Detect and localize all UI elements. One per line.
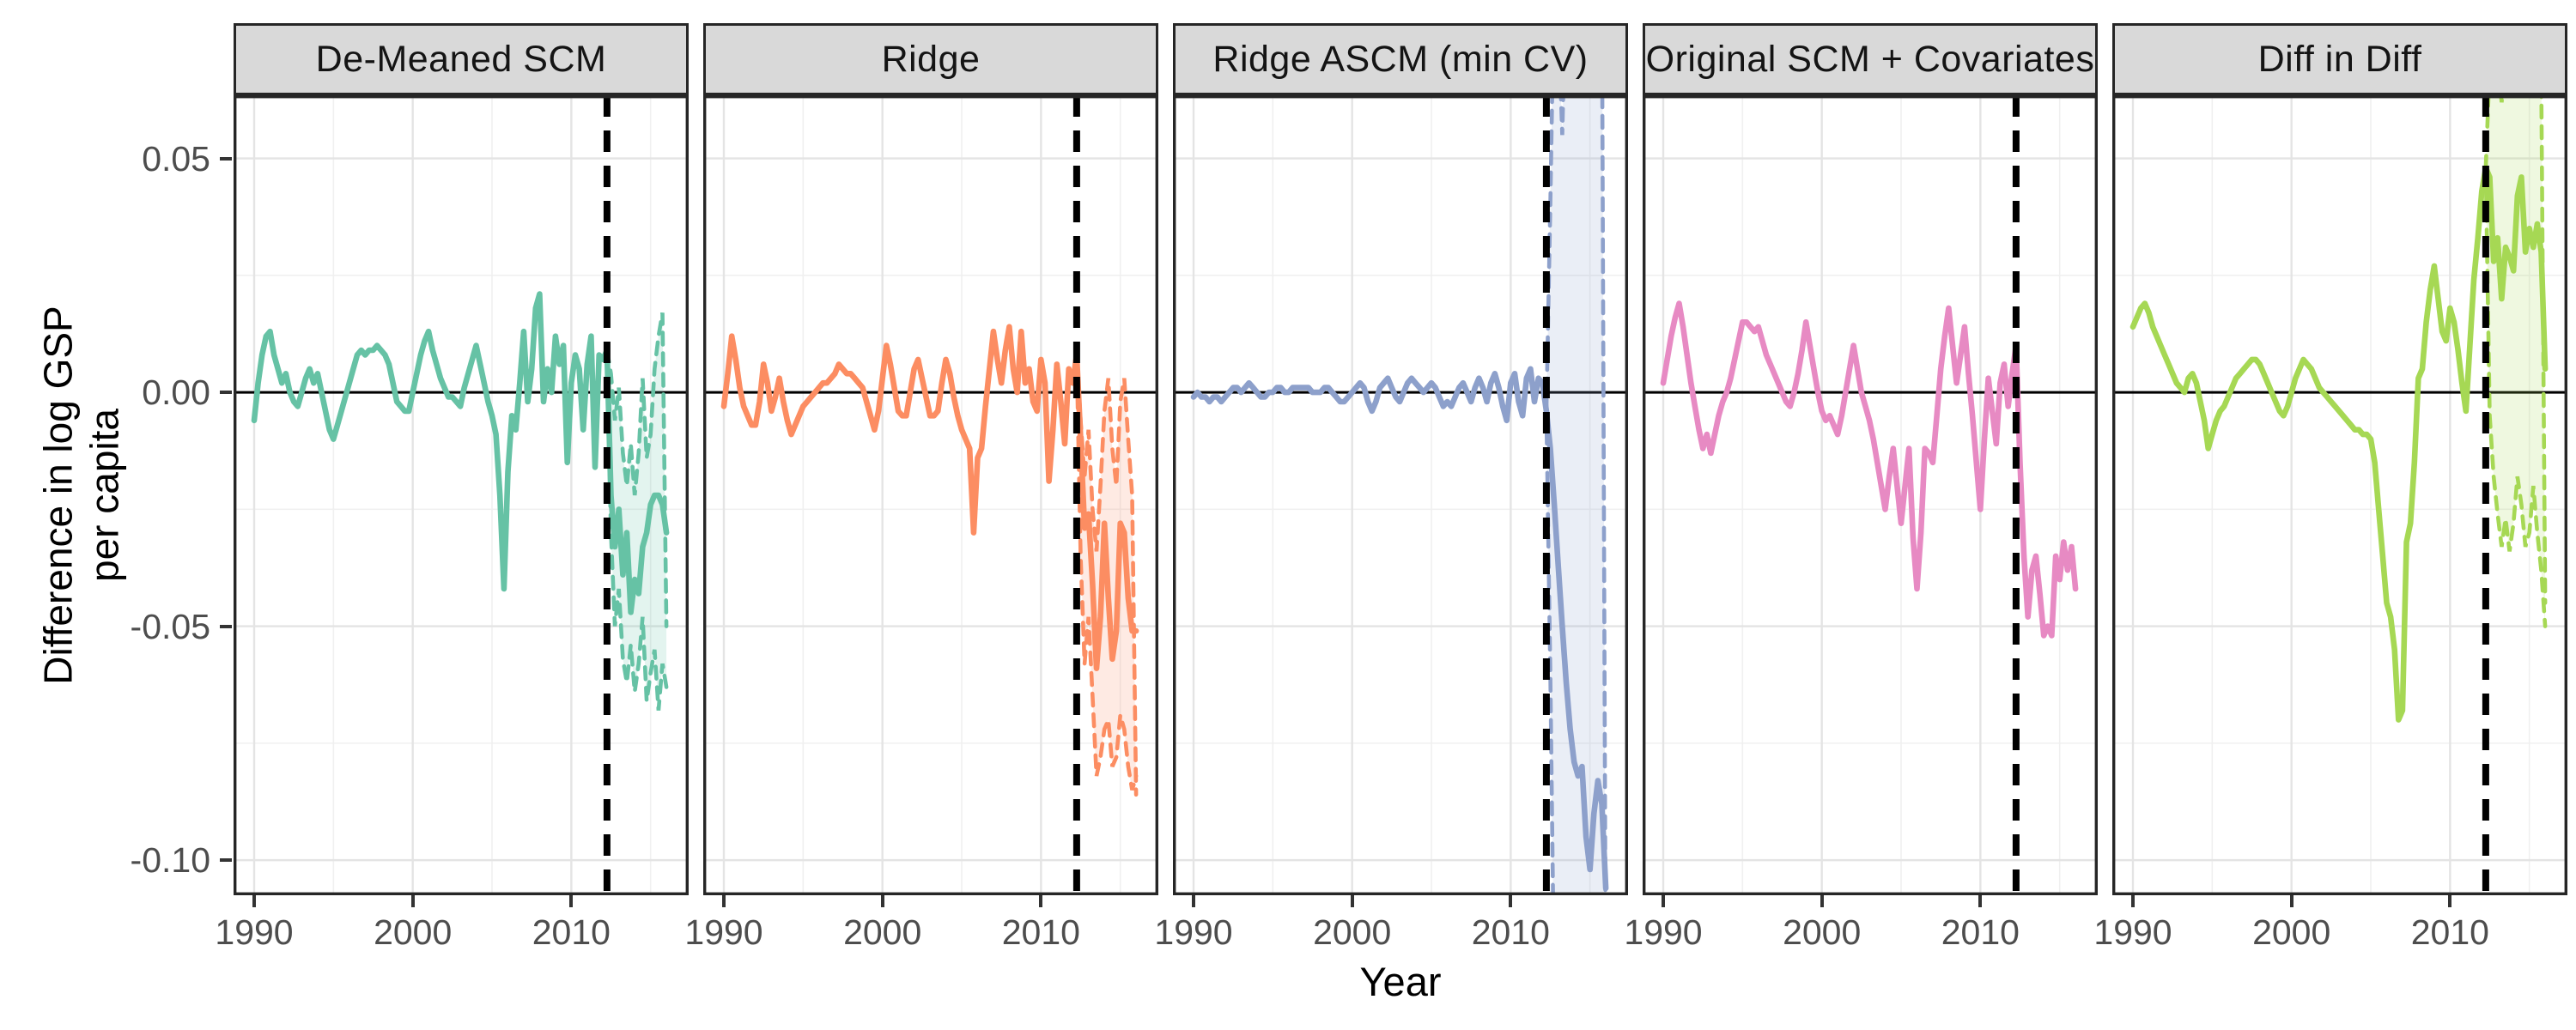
x-tick-mark [1820, 895, 1824, 907]
x-tick-label: 2000 [374, 912, 453, 952]
ci-upper-line [1074, 353, 1139, 797]
panel-border [1643, 95, 2098, 895]
estimate-line [720, 324, 1139, 672]
x-tick-label: 2000 [843, 912, 922, 952]
panel-border [703, 95, 1158, 895]
facet-strip-original-scm: Original SCM + Covariates [1643, 23, 2098, 95]
panel-plot-ridge [703, 95, 1158, 895]
y-tick-mark [220, 858, 232, 863]
x-tick-label: 2000 [1783, 912, 1862, 952]
facet-strip-label: Ridge [881, 38, 981, 80]
panel-plot-ridge-ascm [1173, 95, 1628, 895]
x-tick-label: 2010 [1941, 912, 2020, 952]
facet-strip-label: Original SCM + Covariates [1645, 38, 2095, 80]
x-tick-mark [1978, 895, 1983, 907]
ci-lower-line [2483, 166, 2548, 628]
x-tick-mark [1192, 895, 1195, 907]
panel-border [234, 95, 689, 895]
x-tick-mark [1509, 895, 1513, 907]
x-tick-mark [1039, 895, 1043, 907]
x-tick-mark [2131, 895, 2135, 907]
estimate-line [2129, 165, 2549, 723]
facet-strip-label: Ridge ASCM (min CV) [1212, 38, 1589, 80]
estimate-line [1190, 366, 1609, 892]
facet-strip-label: De-Meaned SCM [315, 38, 607, 80]
y-tick-label: 0.00 [142, 373, 210, 413]
x-tick-mark [2289, 895, 2293, 907]
y-tick-label: 0.05 [142, 138, 210, 179]
y-axis-title-text: Difference in log GSP per capita [35, 306, 127, 685]
panel-plot-demeaned-scm [234, 95, 689, 895]
x-tick-label: 2010 [1471, 912, 1550, 952]
x-tick-label: 1990 [1624, 912, 1703, 952]
x-tick-mark [569, 895, 574, 907]
x-tick-mark [410, 895, 415, 907]
x-tick-mark [1662, 895, 1665, 907]
x-tick-mark [2448, 895, 2452, 907]
ci-ribbon [1546, 95, 1606, 895]
facet-strip-ridge: Ridge [703, 23, 1158, 95]
panel-border [2112, 95, 2567, 895]
x-tick-label: 2010 [532, 912, 611, 952]
x-tick-mark [1350, 895, 1354, 907]
estimate-line [1660, 300, 2079, 639]
ci-lower-line [605, 348, 669, 711]
facet-strip-diff-in-diff: Diff in Diff [2112, 23, 2567, 95]
x-tick-label: 2000 [1313, 912, 1392, 952]
facet-strip-label: Diff in Diff [2257, 38, 2422, 80]
x-tick-label: 2000 [2252, 912, 2331, 952]
x-tick-mark [252, 895, 256, 907]
y-tick-label: -0.10 [130, 840, 210, 881]
panel-plot-diff-in-diff [2112, 95, 2567, 895]
x-tick-mark [722, 895, 726, 907]
y-tick-mark [220, 391, 232, 395]
ci-upper-line [605, 312, 669, 628]
facet-strip-ridge-ascm: Ridge ASCM (min CV) [1173, 23, 1628, 95]
panel-border [1173, 95, 1628, 895]
x-tick-label: 1990 [1154, 912, 1233, 952]
x-tick-label: 1990 [2093, 912, 2172, 952]
x-tick-mark [880, 895, 884, 907]
y-tick-label: -0.05 [130, 606, 210, 646]
x-tick-label: 2010 [2410, 912, 2489, 952]
x-tick-label: 1990 [215, 912, 294, 952]
x-tick-label: 2010 [1001, 912, 1080, 952]
panel-plot-original-scm [1643, 95, 2098, 895]
x-tick-label: 1990 [684, 912, 763, 952]
estimate-line [251, 291, 670, 615]
y-tick-mark [220, 624, 232, 628]
ci-lower-line [1074, 353, 1139, 791]
y-tick-mark [220, 156, 232, 161]
facet-strip-demeaned-scm: De-Meaned SCM [234, 23, 689, 95]
x-axis-title: Year [1359, 959, 1442, 1004]
